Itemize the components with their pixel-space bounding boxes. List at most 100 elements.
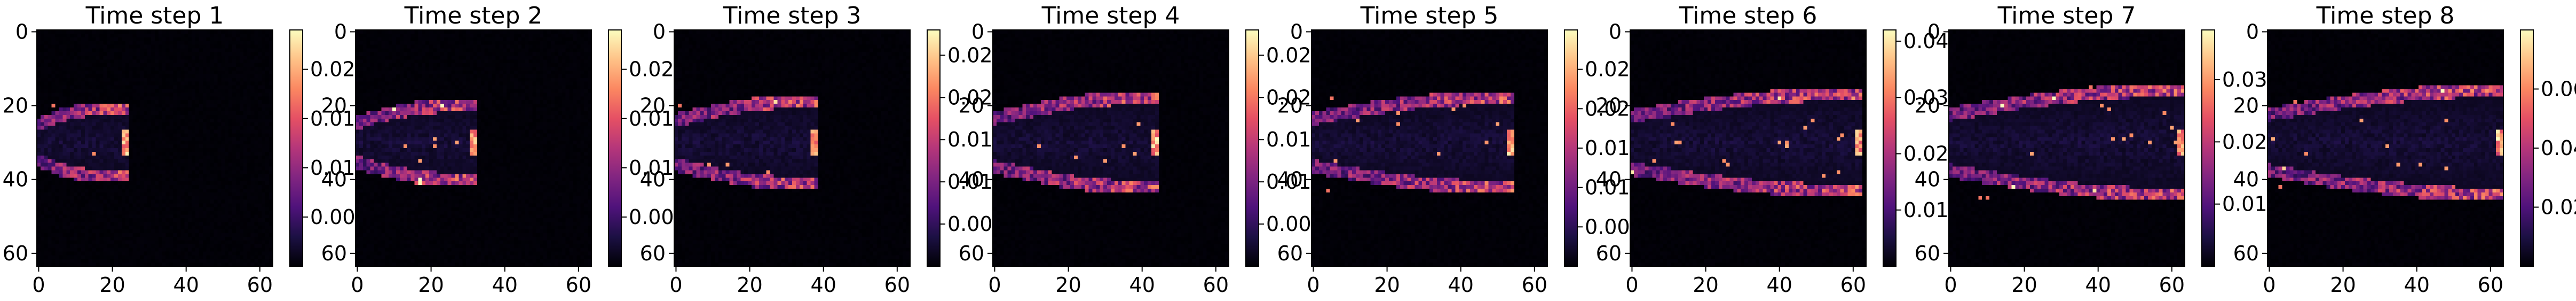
- heatmap-panel-3: Time step 30 20 40 6002040600.0050.0100.015…: [640, 2, 1006, 297]
- colorbar-tick-label: 0.06: [2541, 78, 2576, 101]
- colorbar-frame: [1883, 29, 1897, 267]
- x-tick-label: 60: [1522, 273, 1547, 297]
- x-tick-label: 60: [1840, 273, 1866, 297]
- colorbar: [609, 30, 621, 266]
- colorbar-tick-label: 0.01: [1903, 198, 1949, 222]
- x-tick-label: 40: [1448, 273, 1474, 297]
- x-tick-label: 0: [2263, 273, 2275, 297]
- y-tick-label: 0: [1609, 20, 1622, 43]
- y-tick-label: 20: [640, 94, 666, 118]
- x-tick-label: 60: [884, 273, 910, 297]
- heatmap-frame: [2267, 29, 2504, 267]
- colorbar: [1564, 30, 1577, 266]
- heatmap-image: [355, 30, 591, 266]
- colorbar-tick-label: 0.02: [2222, 130, 2267, 153]
- heatmap-panel-1: Time step 10 20 40 6002040600.0050.0100.015…: [3, 2, 368, 297]
- panel-title: Time step 4: [1041, 2, 1180, 29]
- y-tick-label: 20: [1915, 94, 1940, 118]
- y-tick-label: 60: [1277, 242, 1303, 265]
- y-tick-label: 20: [321, 94, 347, 118]
- x-tick-label: 0: [988, 273, 1001, 297]
- y-tick-label: 40: [2233, 168, 2259, 191]
- colorbar-tick-label: 0.04: [1903, 29, 1949, 53]
- y-tick-label: 40: [959, 168, 984, 191]
- colorbar: [2202, 30, 2215, 266]
- y-tick-label: 60: [1915, 242, 1940, 265]
- heatmap-image: [1311, 30, 1547, 266]
- x-tick-label: 0: [351, 273, 364, 297]
- x-tick-label: 20: [418, 273, 444, 297]
- y-tick-label: 60: [2233, 242, 2259, 265]
- panel-title: Time step 1: [85, 2, 224, 29]
- x-tick-label: 40: [2085, 273, 2111, 297]
- y-tick-label: 20: [959, 94, 984, 118]
- heatmap-image: [1949, 30, 2185, 266]
- x-tick-label: 40: [811, 273, 836, 297]
- y-tick-label: 20: [1277, 94, 1303, 118]
- colorbar-tick-label: 0.01: [2222, 192, 2267, 216]
- colorbar-tick-label: 0.04: [2541, 136, 2576, 160]
- x-tick-label: 60: [1203, 273, 1229, 297]
- heatmap-image: [993, 30, 1229, 266]
- x-tick-label: 60: [247, 273, 273, 297]
- y-tick-label: 40: [1596, 168, 1622, 191]
- x-tick-label: 20: [1374, 273, 1400, 297]
- colorbar-frame: [927, 29, 941, 267]
- y-tick-label: 20: [1596, 94, 1622, 118]
- colorbar-frame: [2201, 29, 2215, 267]
- y-tick-label: 20: [2233, 94, 2259, 118]
- y-tick-label: 40: [1277, 168, 1303, 191]
- x-tick-label: 40: [1129, 273, 1155, 297]
- x-tick-label: 20: [2011, 273, 2037, 297]
- y-tick-label: 0: [1927, 20, 1940, 43]
- colorbar-tick-label: 0.03: [1903, 86, 1949, 109]
- x-tick-label: 40: [492, 273, 518, 297]
- x-tick-label: 40: [173, 273, 199, 297]
- colorbar: [927, 30, 940, 266]
- heatmap-frame: [992, 29, 1229, 267]
- heatmap-panel-4: Time step 40 20 40 6002040600.0050.0100.015…: [959, 2, 1324, 297]
- y-tick-label: 40: [321, 168, 347, 191]
- panel-title: Time step 7: [1997, 2, 2136, 29]
- y-tick-label: 40: [3, 168, 28, 191]
- heatmap-frame: [355, 29, 592, 267]
- x-tick-label: 20: [737, 273, 762, 297]
- y-tick-label: 60: [1596, 242, 1622, 265]
- panel-title: Time step 5: [1360, 2, 1499, 29]
- heatmap-frame: [1311, 29, 1548, 267]
- x-tick-label: 20: [1055, 273, 1081, 297]
- y-tick-label: 0: [2246, 20, 2259, 43]
- colorbar: [290, 30, 303, 266]
- y-tick-label: 60: [959, 242, 984, 265]
- y-tick-label: 20: [3, 94, 28, 118]
- heatmap-frame: [1630, 29, 1867, 267]
- y-tick-label: 0: [653, 20, 666, 43]
- x-tick-label: 0: [669, 273, 682, 297]
- colorbar-tick-label: 0.02: [2541, 196, 2576, 219]
- colorbar-tick-label: 0.02: [1903, 142, 1949, 166]
- x-tick-label: 0: [1625, 273, 1638, 297]
- heatmap-panel-6: Time step 60 20 40 6002040600.010.020.030.0…: [1596, 2, 1949, 297]
- colorbar-frame: [289, 29, 303, 267]
- colorbar-frame: [608, 29, 622, 267]
- heatmap-image: [1630, 30, 1866, 266]
- x-tick-label: 20: [2330, 273, 2356, 297]
- heatmap-image: [37, 30, 273, 266]
- panel-title: Time step 3: [723, 2, 862, 29]
- y-tick-label: 60: [321, 242, 347, 265]
- y-tick-label: 40: [640, 168, 666, 191]
- y-tick-label: 60: [640, 242, 666, 265]
- heatmap-image: [2267, 30, 2503, 266]
- y-tick-label: 60: [3, 242, 28, 265]
- colorbar: [2520, 30, 2533, 266]
- y-tick-label: 40: [1915, 168, 1940, 191]
- x-tick-label: 60: [566, 273, 591, 297]
- y-tick-label: 0: [334, 20, 347, 43]
- heatmap-panel-5: Time step 50 20 40 6002040600.0050.0100.015…: [1277, 2, 1643, 297]
- y-tick-label: 0: [1290, 20, 1303, 43]
- y-tick-label: 0: [15, 20, 28, 43]
- heatmap-frame: [674, 29, 911, 267]
